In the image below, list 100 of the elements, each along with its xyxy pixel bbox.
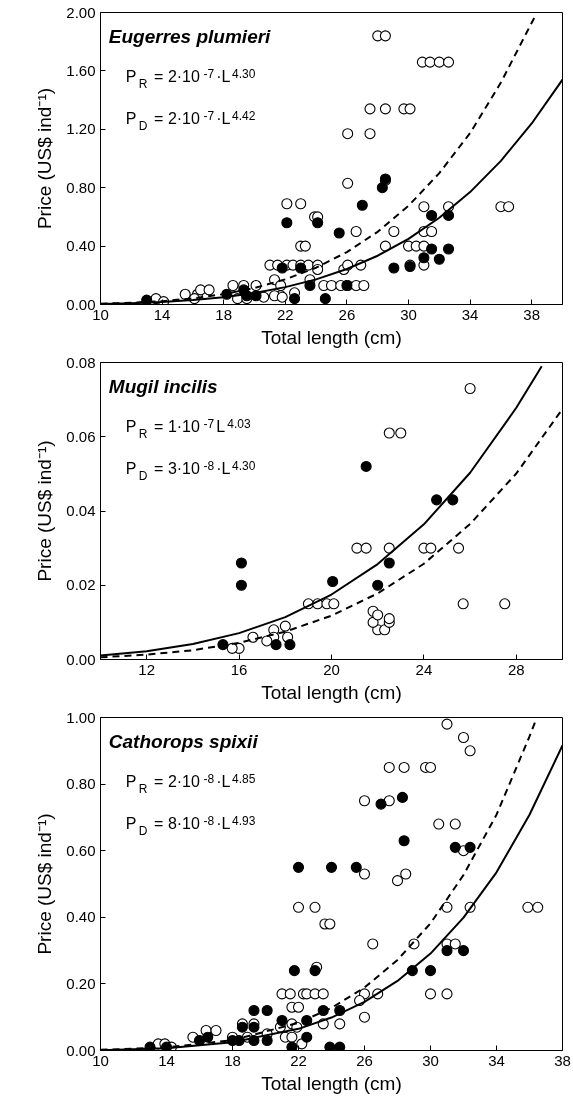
point bbox=[457, 598, 469, 610]
point bbox=[464, 841, 476, 853]
point bbox=[426, 209, 438, 221]
point bbox=[319, 293, 331, 305]
x-tick-label: 30 bbox=[400, 305, 417, 323]
x-axis-title: Total length (cm) bbox=[261, 326, 402, 348]
point bbox=[350, 861, 362, 873]
point bbox=[247, 631, 259, 643]
point bbox=[328, 598, 340, 610]
point bbox=[447, 494, 459, 506]
point bbox=[398, 835, 410, 847]
point bbox=[441, 945, 453, 957]
point bbox=[261, 635, 273, 647]
y-tick-label: 0.40 bbox=[66, 908, 96, 926]
point bbox=[286, 1041, 298, 1051]
x-tick-label: 38 bbox=[523, 305, 541, 323]
point bbox=[372, 579, 384, 591]
x-tick-label: 28 bbox=[507, 660, 525, 678]
y-tick-label: 0.60 bbox=[66, 841, 96, 859]
point bbox=[333, 227, 345, 239]
point bbox=[499, 598, 511, 610]
point bbox=[276, 1014, 288, 1027]
point bbox=[276, 262, 288, 274]
point bbox=[304, 279, 316, 292]
point bbox=[449, 841, 461, 853]
point bbox=[375, 798, 387, 810]
point bbox=[235, 557, 247, 569]
x-tick-label: 34 bbox=[461, 305, 479, 323]
y-tick-label: 0.00 bbox=[66, 650, 96, 668]
point bbox=[360, 542, 372, 554]
point bbox=[453, 542, 465, 554]
point bbox=[442, 243, 455, 255]
y-axis-title: Price (US$ ind⁻¹) bbox=[34, 440, 56, 582]
point bbox=[395, 427, 407, 439]
text: Mugil incilis bbox=[108, 375, 218, 397]
x-tick-label: 14 bbox=[153, 305, 171, 323]
y-tick-label: 0.40 bbox=[66, 237, 96, 255]
x-tick-label: 26 bbox=[356, 1051, 373, 1069]
x-axis-title: Total length (cm) bbox=[261, 1072, 402, 1094]
x-tick-label: 20 bbox=[323, 660, 340, 678]
point bbox=[288, 965, 300, 977]
y-tick-label: 1.20 bbox=[66, 120, 96, 138]
x-tick-label: 22 bbox=[276, 305, 294, 323]
point bbox=[383, 557, 395, 569]
x-tick-label: 22 bbox=[290, 1051, 307, 1069]
point bbox=[284, 639, 296, 651]
x-tick-label: 26 bbox=[338, 305, 356, 323]
y-tick-label: 1.60 bbox=[66, 61, 96, 79]
point bbox=[372, 609, 384, 621]
y-axis-title: Price (US$ ind⁻¹) bbox=[34, 813, 56, 955]
point bbox=[281, 217, 293, 229]
y-tick-label: 0.20 bbox=[66, 974, 96, 992]
text: Cathorops spixii bbox=[108, 730, 259, 752]
point bbox=[424, 965, 437, 977]
point bbox=[279, 620, 291, 632]
point bbox=[426, 243, 438, 255]
point bbox=[324, 1041, 336, 1051]
y-tick-label: 0.04 bbox=[66, 502, 96, 519]
y-tick-label: 0.80 bbox=[66, 775, 96, 793]
y-tick-label: 1.00 bbox=[66, 708, 96, 726]
text: Eugerres plumieri bbox=[108, 25, 272, 47]
point bbox=[327, 576, 339, 588]
point bbox=[464, 382, 476, 395]
point bbox=[261, 1005, 273, 1017]
point bbox=[418, 252, 430, 264]
point bbox=[425, 542, 437, 554]
y-tick-label: 0.80 bbox=[66, 178, 96, 196]
x-tick-label: 38 bbox=[554, 1051, 571, 1069]
x-tick-label: 12 bbox=[138, 660, 156, 678]
point bbox=[334, 1041, 346, 1051]
x-tick-label: 18 bbox=[224, 1051, 241, 1069]
point bbox=[457, 945, 470, 957]
point bbox=[325, 861, 338, 873]
point bbox=[356, 199, 368, 211]
x-tick-label: 14 bbox=[158, 1051, 175, 1069]
point bbox=[312, 217, 324, 229]
x-tick-label: 16 bbox=[230, 660, 248, 678]
y-tick-label: 0.08 bbox=[66, 353, 96, 371]
y-tick-label: 2.00 bbox=[66, 3, 96, 21]
y-tick-label: 0.06 bbox=[66, 427, 96, 445]
y-tick-label: 0.02 bbox=[66, 576, 96, 594]
point bbox=[235, 579, 247, 591]
point bbox=[301, 1031, 313, 1043]
x-tick-label: 30 bbox=[422, 1051, 439, 1069]
point bbox=[433, 253, 445, 265]
point bbox=[379, 624, 391, 636]
x-tick-label: 34 bbox=[488, 1051, 505, 1069]
point bbox=[202, 1031, 214, 1043]
point bbox=[248, 1005, 260, 1017]
point bbox=[383, 427, 395, 439]
point bbox=[261, 1034, 273, 1047]
point bbox=[226, 642, 238, 654]
point bbox=[388, 262, 400, 274]
point bbox=[360, 460, 372, 472]
x-axis-title: Total length (cm) bbox=[261, 681, 402, 703]
point bbox=[396, 791, 408, 803]
point bbox=[376, 182, 388, 194]
point bbox=[309, 965, 321, 977]
x-tick-label: 24 bbox=[415, 660, 433, 678]
point bbox=[270, 639, 282, 651]
